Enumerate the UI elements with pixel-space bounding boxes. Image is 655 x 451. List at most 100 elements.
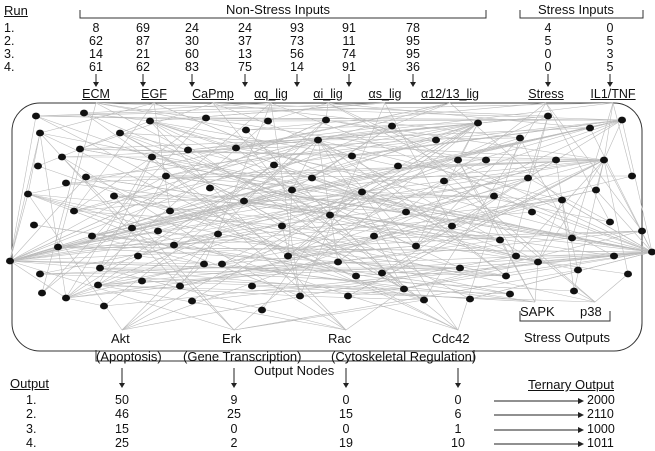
network-edge	[317, 139, 507, 277]
non-stress-value: 14	[89, 47, 103, 61]
non-stress-value: 36	[406, 60, 420, 74]
network-node	[296, 292, 304, 300]
network-node	[348, 152, 356, 160]
network-edge	[603, 119, 623, 161]
non-stress-value: 13	[238, 47, 252, 61]
output-value: 0	[342, 393, 350, 407]
network-node	[170, 241, 178, 249]
non-stress-inputs-title: Non-Stress Inputs	[226, 2, 331, 17]
network-node	[524, 174, 532, 182]
network-edge	[121, 119, 327, 331]
output-value: 2	[230, 436, 238, 450]
network-node	[232, 144, 240, 152]
input-arrow-head	[346, 82, 352, 87]
non-stress-value: 62	[136, 60, 150, 74]
network-edge	[97, 251, 653, 286]
network-node	[570, 287, 578, 295]
network-edge	[235, 147, 611, 223]
network-edge	[317, 139, 425, 301]
network-node	[512, 252, 520, 260]
network-edge	[79, 148, 653, 253]
network-edge	[61, 156, 347, 331]
network-edge	[79, 127, 591, 150]
network-node	[138, 277, 146, 285]
network-edge	[27, 132, 41, 195]
network-edge	[33, 224, 536, 303]
network-edge	[527, 177, 611, 223]
network-edge	[287, 189, 597, 257]
non-stress-value: 11	[342, 34, 356, 48]
network-edge	[519, 137, 573, 239]
network-edges	[9, 102, 653, 331]
network-edge	[191, 251, 653, 302]
network-edge	[57, 102, 97, 248]
network-node	[378, 269, 386, 277]
network-edge	[9, 230, 159, 262]
network-node	[176, 282, 184, 290]
stress-value: 5	[606, 34, 614, 48]
network-edge	[73, 102, 155, 212]
role-apoptosis: (Apoptosis)	[96, 349, 162, 364]
network-edge	[235, 122, 479, 149]
network-node	[448, 222, 456, 230]
network-edge	[27, 193, 511, 295]
network-edge	[233, 122, 479, 331]
network-edge	[329, 122, 479, 216]
input-node-label: αs_lig	[368, 87, 402, 101]
network-edge	[91, 119, 623, 237]
network-edge	[91, 189, 293, 237]
network-node	[184, 146, 192, 154]
network-node	[528, 208, 536, 216]
input-arrow-head	[294, 82, 300, 87]
network-node	[344, 292, 352, 300]
network-edge	[73, 102, 451, 212]
network-edge	[397, 127, 591, 167]
output-arrow-head	[119, 383, 125, 388]
network-node	[36, 129, 44, 137]
network-node	[454, 156, 462, 164]
network-edge	[327, 102, 591, 129]
network-edge	[33, 224, 511, 295]
network-node	[70, 207, 78, 215]
non-stress-value: 62	[89, 34, 103, 48]
network-edge	[73, 156, 153, 212]
network-edge	[85, 119, 623, 178]
network-node	[534, 258, 542, 266]
network-edge	[9, 260, 205, 265]
network-edge	[537, 159, 605, 263]
network-node	[128, 224, 136, 232]
network-node	[38, 289, 46, 297]
network-edge	[95, 102, 247, 131]
network-edge	[39, 251, 653, 275]
non-stress-value: 61	[89, 60, 103, 74]
network-edge	[97, 164, 275, 286]
network-edge	[121, 255, 517, 331]
network-edge	[119, 132, 283, 227]
network-node	[648, 248, 655, 256]
non-stress-value: 78	[406, 21, 420, 35]
network-node	[30, 221, 38, 229]
output-value: 9	[230, 393, 238, 407]
network-edge	[85, 175, 633, 178]
input-node-label: αq_lig	[254, 87, 288, 101]
ternary-output-header: Ternary Output	[528, 377, 614, 392]
network-node	[202, 114, 210, 122]
network-node	[568, 234, 576, 242]
network-node	[240, 197, 248, 205]
output-row-label: 2.	[26, 407, 37, 421]
network-edge	[73, 210, 501, 241]
ternary-arrow-head	[578, 412, 584, 418]
network-edge	[351, 155, 399, 167]
input-arrow-head	[242, 82, 248, 87]
run-label: 2.	[4, 34, 15, 48]
stress-output-p38: p38	[580, 304, 602, 319]
network-edge	[65, 156, 153, 299]
network-edge	[113, 195, 507, 277]
run-label: 4.	[4, 60, 15, 74]
non-stress-value: 74	[342, 47, 356, 61]
network-node	[326, 211, 334, 219]
network-node	[358, 188, 366, 196]
network-edge	[35, 115, 459, 331]
input-arrow-head	[607, 82, 613, 87]
network-edge	[317, 139, 563, 201]
